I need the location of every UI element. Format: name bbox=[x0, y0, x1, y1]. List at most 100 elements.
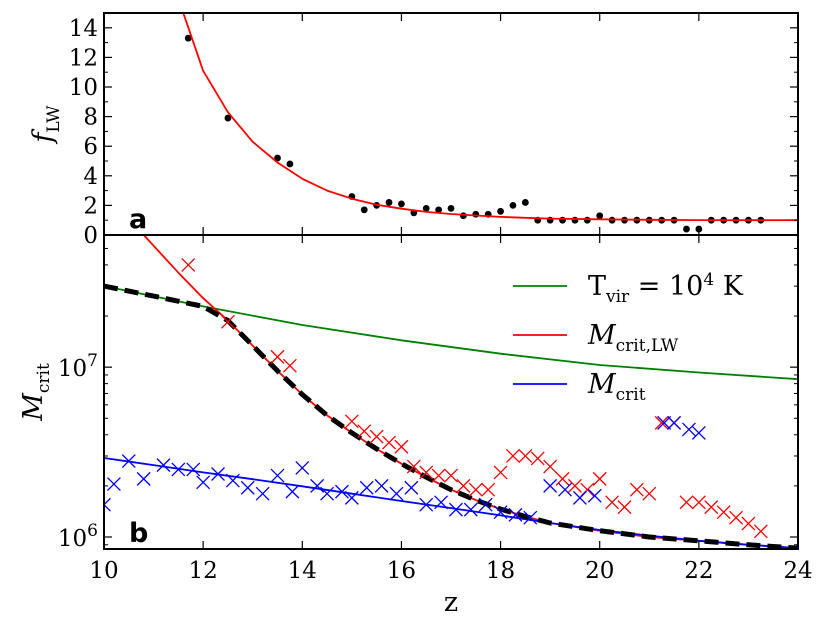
panel-b-lw-crosses-point bbox=[704, 500, 719, 515]
panel-a: 0 2 4 6 8 10 12 14 a fLW bbox=[28, 12, 799, 249]
panel-a-data-point bbox=[497, 207, 504, 215]
panel-a-y-tick-label: 6 bbox=[83, 134, 98, 160]
panel-b-lw-crosses-point bbox=[406, 459, 421, 474]
panel-b-crit-crosses-point bbox=[285, 484, 300, 499]
panel-a-data-point bbox=[521, 199, 529, 206]
panel-a-data-point bbox=[435, 206, 443, 214]
panel-b-lw-crosses-point bbox=[270, 349, 285, 364]
panel-b-x-tick-label: 10 bbox=[89, 558, 118, 584]
panel-b-lw-crosses-point bbox=[369, 429, 384, 444]
panel-b-lw-crosses-point bbox=[530, 451, 545, 466]
panel-b-crit-crosses-point bbox=[295, 461, 310, 475]
legend-entry-vir-label: Tvir = 104 K bbox=[588, 270, 744, 307]
panel-b-crit-crosses-point bbox=[434, 495, 449, 510]
panel-b-lw-crosses-point bbox=[282, 358, 297, 373]
panel-b-y-tick-label: 106 bbox=[58, 521, 98, 552]
panel-b-crit-crosses-point bbox=[463, 502, 478, 517]
panel-b-crit-crosses-point bbox=[196, 475, 211, 490]
panel-b-lw-crosses-point bbox=[357, 424, 372, 439]
panel-b-crit-crosses-point bbox=[320, 486, 335, 501]
panel-a-y-tick-label: 8 bbox=[83, 105, 98, 131]
panel-a-plot-area bbox=[182, 13, 798, 233]
panel-b-lw-crosses-point bbox=[753, 524, 768, 539]
panel-b-crit-crosses-point bbox=[404, 480, 419, 495]
panel-b-lw-crosses-point bbox=[506, 449, 520, 463]
panel-b-crit-crosses-point bbox=[543, 478, 558, 493]
panel-b-crit-crosses-point bbox=[104, 497, 111, 512]
panel-b-x-tick-label: 12 bbox=[189, 558, 218, 584]
panel-b-legend: Tvir = 104 K Mcrit,LW Mcrit bbox=[513, 270, 744, 405]
panel-a-y-tick-label: 4 bbox=[83, 164, 98, 190]
panel-b-x-tick-label: 18 bbox=[486, 558, 515, 584]
panel-a-data-point bbox=[447, 204, 455, 212]
panel-b-crit-crosses-point bbox=[121, 454, 136, 469]
panel-a-label: a bbox=[129, 204, 147, 235]
panel-b-x-tick-label: 16 bbox=[387, 558, 416, 584]
panel-b-lw-crosses-point bbox=[555, 471, 570, 486]
panel-b-crit-crosses-point bbox=[691, 425, 706, 440]
legend-entry-crit-label: Mcrit bbox=[587, 369, 646, 405]
panel-b-lw-crosses-point bbox=[456, 478, 471, 493]
panel-b-lw-crosses-point bbox=[493, 465, 508, 480]
panel-b-crit-crosses-point bbox=[374, 478, 389, 493]
panel-b-crit-crosses-point bbox=[478, 497, 493, 512]
panel-b-crit-crosses-point bbox=[136, 471, 151, 486]
panel-b-t-vir-10-4-k-line bbox=[104, 285, 798, 381]
panel-b-x-tick-label: 20 bbox=[585, 558, 614, 584]
panel-a-y-tick-label: 10 bbox=[69, 75, 98, 101]
panel-b-crit-crosses-point bbox=[558, 482, 572, 497]
panel-b-lw-crosses-point bbox=[691, 495, 706, 510]
panel-b-lw-crosses-point bbox=[394, 439, 409, 454]
panel-a-data-point bbox=[583, 216, 591, 224]
panel-b-lw-crosses-point bbox=[642, 486, 657, 501]
panel-b-crit-crosses-point bbox=[156, 458, 171, 473]
panel-a-data-point bbox=[184, 34, 192, 42]
panel-b-lw-crosses-point bbox=[481, 482, 496, 497]
panel-b-crit-crosses-point bbox=[344, 490, 359, 505]
panel-a-y-tick-label: 0 bbox=[83, 223, 98, 249]
panel-a-data-point bbox=[596, 212, 604, 220]
panel-b-lw-crosses-point bbox=[382, 435, 396, 450]
panel-a-data-point bbox=[224, 114, 232, 122]
panel-b-x-tick-label: 14 bbox=[288, 558, 317, 584]
panel-b-x-tick-label: 22 bbox=[684, 558, 713, 584]
panel-b-crit-crosses-point bbox=[508, 507, 523, 522]
panel-b-crit-crosses-point bbox=[572, 490, 587, 505]
panel-b-crit-crosses-point bbox=[255, 486, 270, 501]
panel-b-lw-crosses-point bbox=[716, 505, 731, 520]
panel-b-lw-crosses-point bbox=[220, 314, 235, 329]
panel-b-lw-crosses-point bbox=[617, 500, 632, 515]
panel-a-data-point bbox=[472, 210, 480, 218]
panel-b-lw-crosses-point bbox=[419, 465, 434, 480]
panel-b-lw-crosses-point bbox=[629, 482, 644, 497]
panel-b-crit-crosses-point bbox=[310, 478, 325, 493]
panel-b-crit-crosses-point bbox=[493, 505, 508, 520]
panel-a-data-point bbox=[509, 202, 517, 209]
panel-a-data-point bbox=[274, 154, 281, 162]
panel-b-crit-crosses-point bbox=[667, 415, 682, 430]
panel-b-crit-crosses-point bbox=[211, 467, 225, 481]
panel-b-lw-crosses-point bbox=[654, 415, 669, 430]
panel-b-crit-crosses-point bbox=[448, 502, 463, 517]
panel-b-lw-crosses-point bbox=[605, 495, 620, 510]
panel-b-crit-crosses-point bbox=[587, 488, 602, 503]
panel-b-x-axis-title: z bbox=[444, 587, 458, 618]
panel-a-y-tick-label: 12 bbox=[69, 45, 98, 71]
panel-a-data-point bbox=[360, 206, 368, 214]
panel-b-crit-crosses-point bbox=[171, 462, 186, 477]
panel-b-x-tick-label: 24 bbox=[783, 558, 812, 584]
panel-b-lw-crosses-point bbox=[729, 510, 743, 525]
panel-b-lw-crosses-point bbox=[468, 482, 483, 497]
panel-b-lw-crosses-point bbox=[543, 459, 558, 474]
panel-b-crit-crosses-point bbox=[389, 486, 404, 501]
panel-b-m-crit-line bbox=[104, 457, 798, 549]
panel-b-lw-crosses-point bbox=[592, 471, 607, 486]
panel-a-data-point bbox=[398, 200, 405, 208]
panel-b-ticks: 10 12 14 16 18 20 22 24 106 107 bbox=[58, 234, 813, 584]
panel-b: 10 12 14 16 18 20 22 24 106 107 b Mcrit z Tvir = … bbox=[18, 234, 813, 618]
panel-a-y-axis-title: fLW bbox=[28, 105, 64, 145]
panel-b-frame bbox=[103, 234, 799, 550]
panel-b-plot-area bbox=[104, 235, 798, 549]
panel-b-crit-crosses-point bbox=[334, 484, 349, 499]
